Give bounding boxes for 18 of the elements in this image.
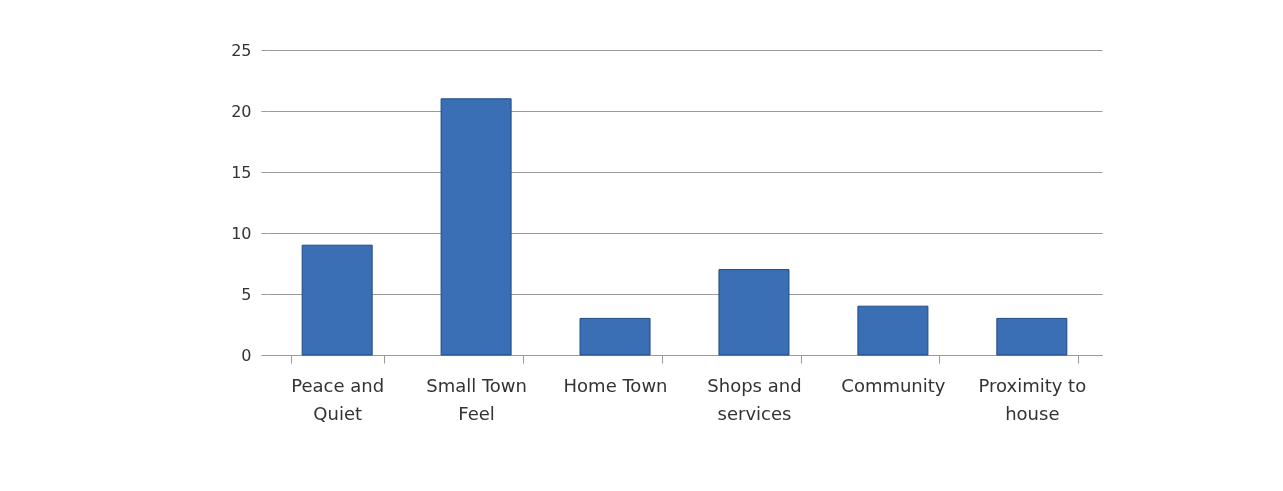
y-tick-label: 5 <box>241 284 252 304</box>
x-tick-label: Peace and Quiet <box>291 374 385 424</box>
bar <box>718 269 790 356</box>
x-tick-label: Community <box>841 374 946 396</box>
y-tick-label: 15 <box>231 162 252 182</box>
x-tick-label: Shops and services <box>707 374 802 424</box>
y-tick-label: 0 <box>241 345 252 365</box>
x-tick-label: Proximity to house <box>978 374 1087 424</box>
bar <box>579 317 651 356</box>
y-tick-label: 25 <box>231 40 252 60</box>
bar <box>996 317 1068 356</box>
bar <box>440 98 512 356</box>
bar <box>301 244 373 356</box>
bar <box>857 305 929 356</box>
x-tick-label: Home Town <box>563 374 668 396</box>
y-tick-label: 10 <box>231 223 252 243</box>
x-tick-label: Small Town Feel <box>426 374 527 424</box>
y-tick-label: 20 <box>231 101 252 121</box>
